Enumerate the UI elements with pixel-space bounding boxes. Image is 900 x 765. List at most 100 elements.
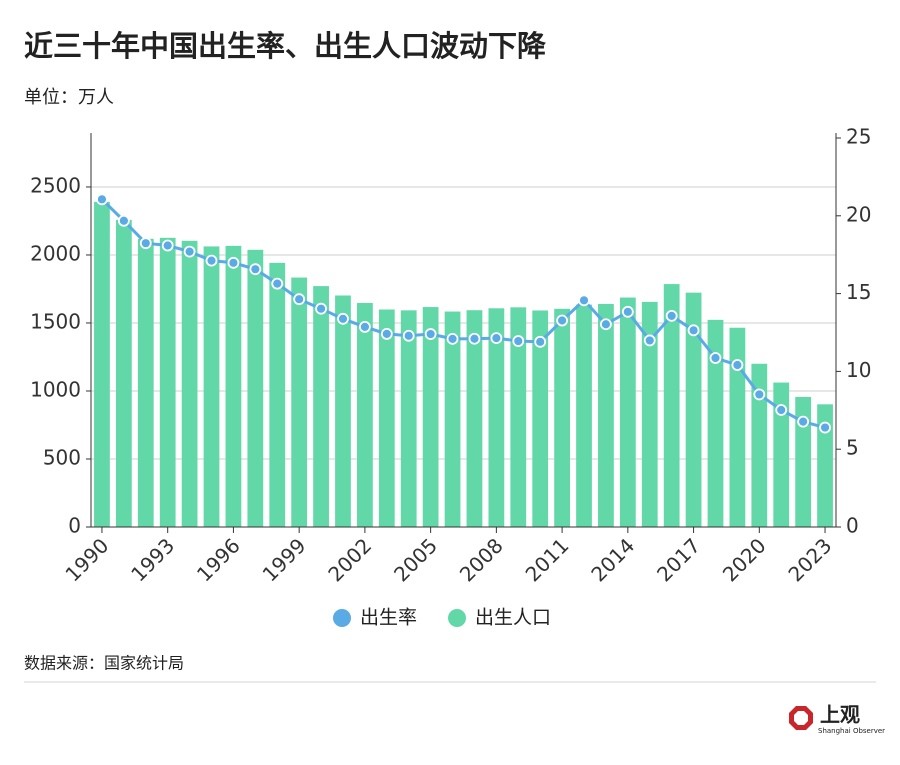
bar [335, 295, 351, 527]
bar [554, 308, 570, 527]
x-tick-label: 1990 [60, 533, 113, 586]
y-tick-label: 1500 [30, 309, 81, 333]
line-marker [468, 332, 481, 345]
line-marker [753, 388, 766, 401]
line-marker [402, 329, 415, 342]
bar [773, 382, 790, 527]
y-tick-label: 500 [43, 445, 81, 469]
bar [663, 284, 680, 527]
source: 数据来源：国家统计局 [24, 654, 184, 673]
line-marker [621, 305, 634, 318]
y-tick-label: 2000 [30, 241, 81, 265]
legend-label: 出生率 [360, 607, 417, 629]
bar [181, 240, 198, 527]
line-marker [249, 263, 262, 276]
y2-tick-label: 10 [846, 358, 871, 382]
y-tick-label: 2500 [30, 173, 81, 197]
bar [488, 308, 505, 527]
line-marker [424, 328, 437, 340]
bar [619, 297, 636, 527]
line-marker [117, 214, 130, 227]
bar [115, 219, 132, 527]
line-marker [446, 332, 459, 345]
bar [751, 363, 768, 527]
line-marker [205, 254, 218, 267]
line-marker [490, 332, 503, 345]
x-tick-label: 2011 [521, 533, 574, 586]
line-marker [271, 277, 284, 290]
y-tick-label: 0 [68, 514, 81, 538]
bar [576, 304, 592, 527]
bar [291, 277, 308, 527]
y2-tick-label: 15 [846, 280, 871, 304]
legend-swatch [448, 609, 467, 627]
bar [313, 286, 329, 527]
line-marker [709, 352, 722, 364]
bar [795, 396, 812, 527]
bar [225, 245, 242, 528]
x-tick-label: 1993 [126, 533, 179, 586]
x-tick-label: 2005 [389, 533, 442, 586]
line-marker [337, 312, 349, 325]
legend-swatch [333, 609, 351, 627]
chart-title: 近三十年中国出生率、出生人口波动下降 [24, 29, 547, 63]
line-marker [358, 320, 371, 333]
line-marker [578, 294, 590, 307]
x-tick-label: 2014 [586, 533, 639, 586]
bar [729, 327, 746, 527]
y-tick-label: 1000 [30, 377, 81, 401]
bar [444, 311, 461, 527]
line-marker [819, 421, 831, 434]
bar [269, 262, 286, 527]
line-marker [380, 328, 393, 340]
bar [137, 238, 154, 527]
line-marker [797, 415, 810, 428]
bar [203, 246, 220, 528]
line-marker [665, 309, 678, 322]
bar [598, 303, 614, 527]
line-marker [600, 318, 612, 331]
bar [422, 307, 439, 527]
bar [378, 309, 395, 527]
line-marker [315, 302, 327, 315]
x-tick-label: 2002 [323, 533, 376, 586]
y2-tick-label: 20 [846, 202, 871, 226]
line-marker [139, 237, 152, 250]
line-marker [293, 293, 306, 306]
line [100, 198, 826, 430]
line-marker [731, 359, 744, 371]
x-tick-label: 2017 [652, 533, 705, 586]
line-marker [227, 256, 240, 269]
bar [510, 307, 527, 527]
line-marker [183, 245, 196, 258]
x-tick-label: 2008 [455, 533, 508, 586]
y2-tick-label: 5 [846, 436, 859, 460]
bar [817, 404, 833, 527]
line-marker [643, 334, 656, 347]
bar [707, 319, 724, 527]
y2-tick-label: 25 [846, 125, 871, 149]
logo-subtext: Shanghai Observer [818, 727, 885, 735]
bar [466, 310, 483, 527]
x-tick-label: 1996 [192, 533, 245, 586]
line-marker [687, 324, 700, 337]
line-marker [534, 335, 547, 348]
line-marker [775, 404, 788, 416]
logo-text: 上观 [820, 703, 860, 727]
bar [159, 237, 176, 527]
legend-label: 出生人口 [475, 607, 551, 629]
bar [532, 310, 549, 527]
x-tick-label: 2020 [718, 533, 771, 586]
bar [400, 310, 417, 527]
y2-tick-label: 0 [846, 514, 859, 538]
line-marker [556, 314, 569, 327]
x-tick-label: 2023 [784, 533, 837, 586]
bar [641, 301, 658, 527]
bar [685, 292, 702, 527]
line-marker [96, 193, 108, 206]
bar [94, 201, 110, 527]
subtitle: 单位：万人 [24, 87, 114, 108]
bar [357, 302, 373, 527]
bar [247, 249, 264, 527]
